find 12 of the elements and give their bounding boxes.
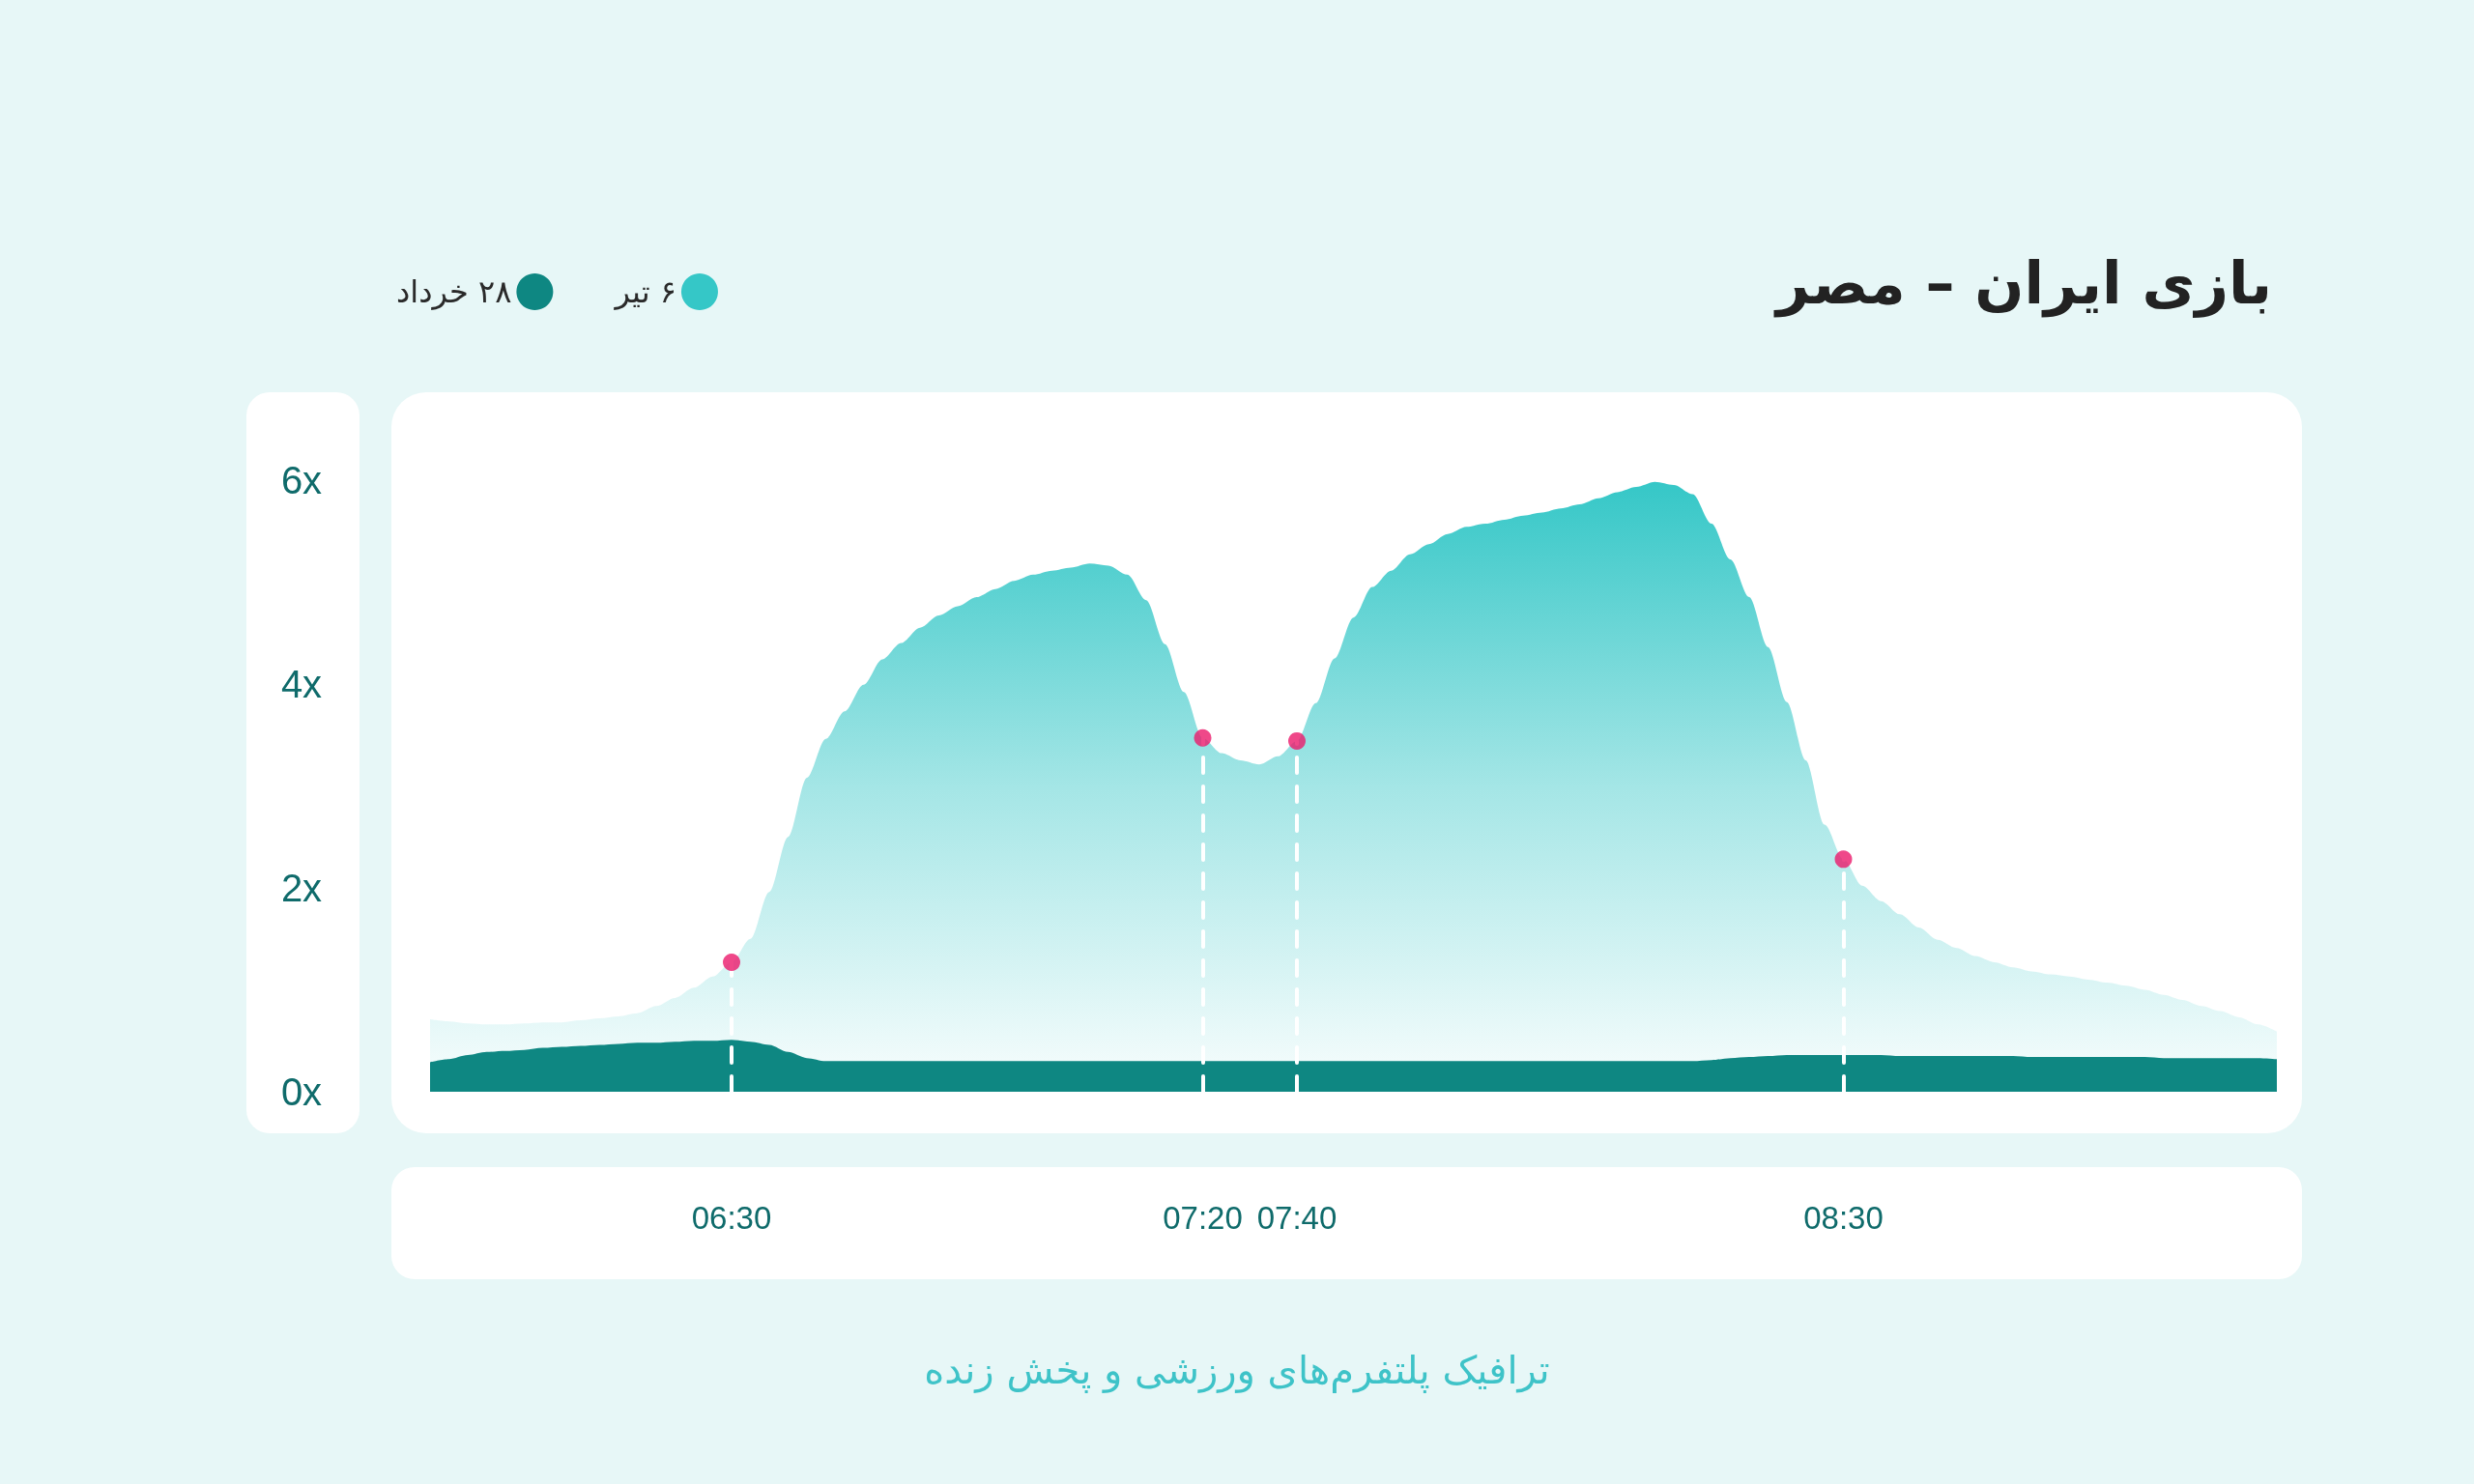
y-tick-label: 6x — [280, 458, 323, 501]
y-tick-label: 4x — [280, 662, 323, 705]
x-tick-label: 06:30 — [691, 1200, 772, 1236]
legend-label: ۶ تیر — [613, 273, 676, 310]
chart-title: بازی ایران – مصر — [1772, 249, 2272, 318]
x-tick-label: 08:30 — [1803, 1200, 1884, 1236]
x-tick-label: 07:20 — [1163, 1200, 1243, 1236]
text: ترافیک پلتفرم‌های ورزشی و پخش زنده — [924, 1348, 1550, 1393]
y-tick-label: 2x — [280, 866, 323, 909]
y-tick-label: 0x — [280, 1070, 323, 1113]
legend-label: ۲۸ خرداد — [396, 273, 512, 310]
x-tick-label: 07:40 — [1256, 1200, 1338, 1236]
